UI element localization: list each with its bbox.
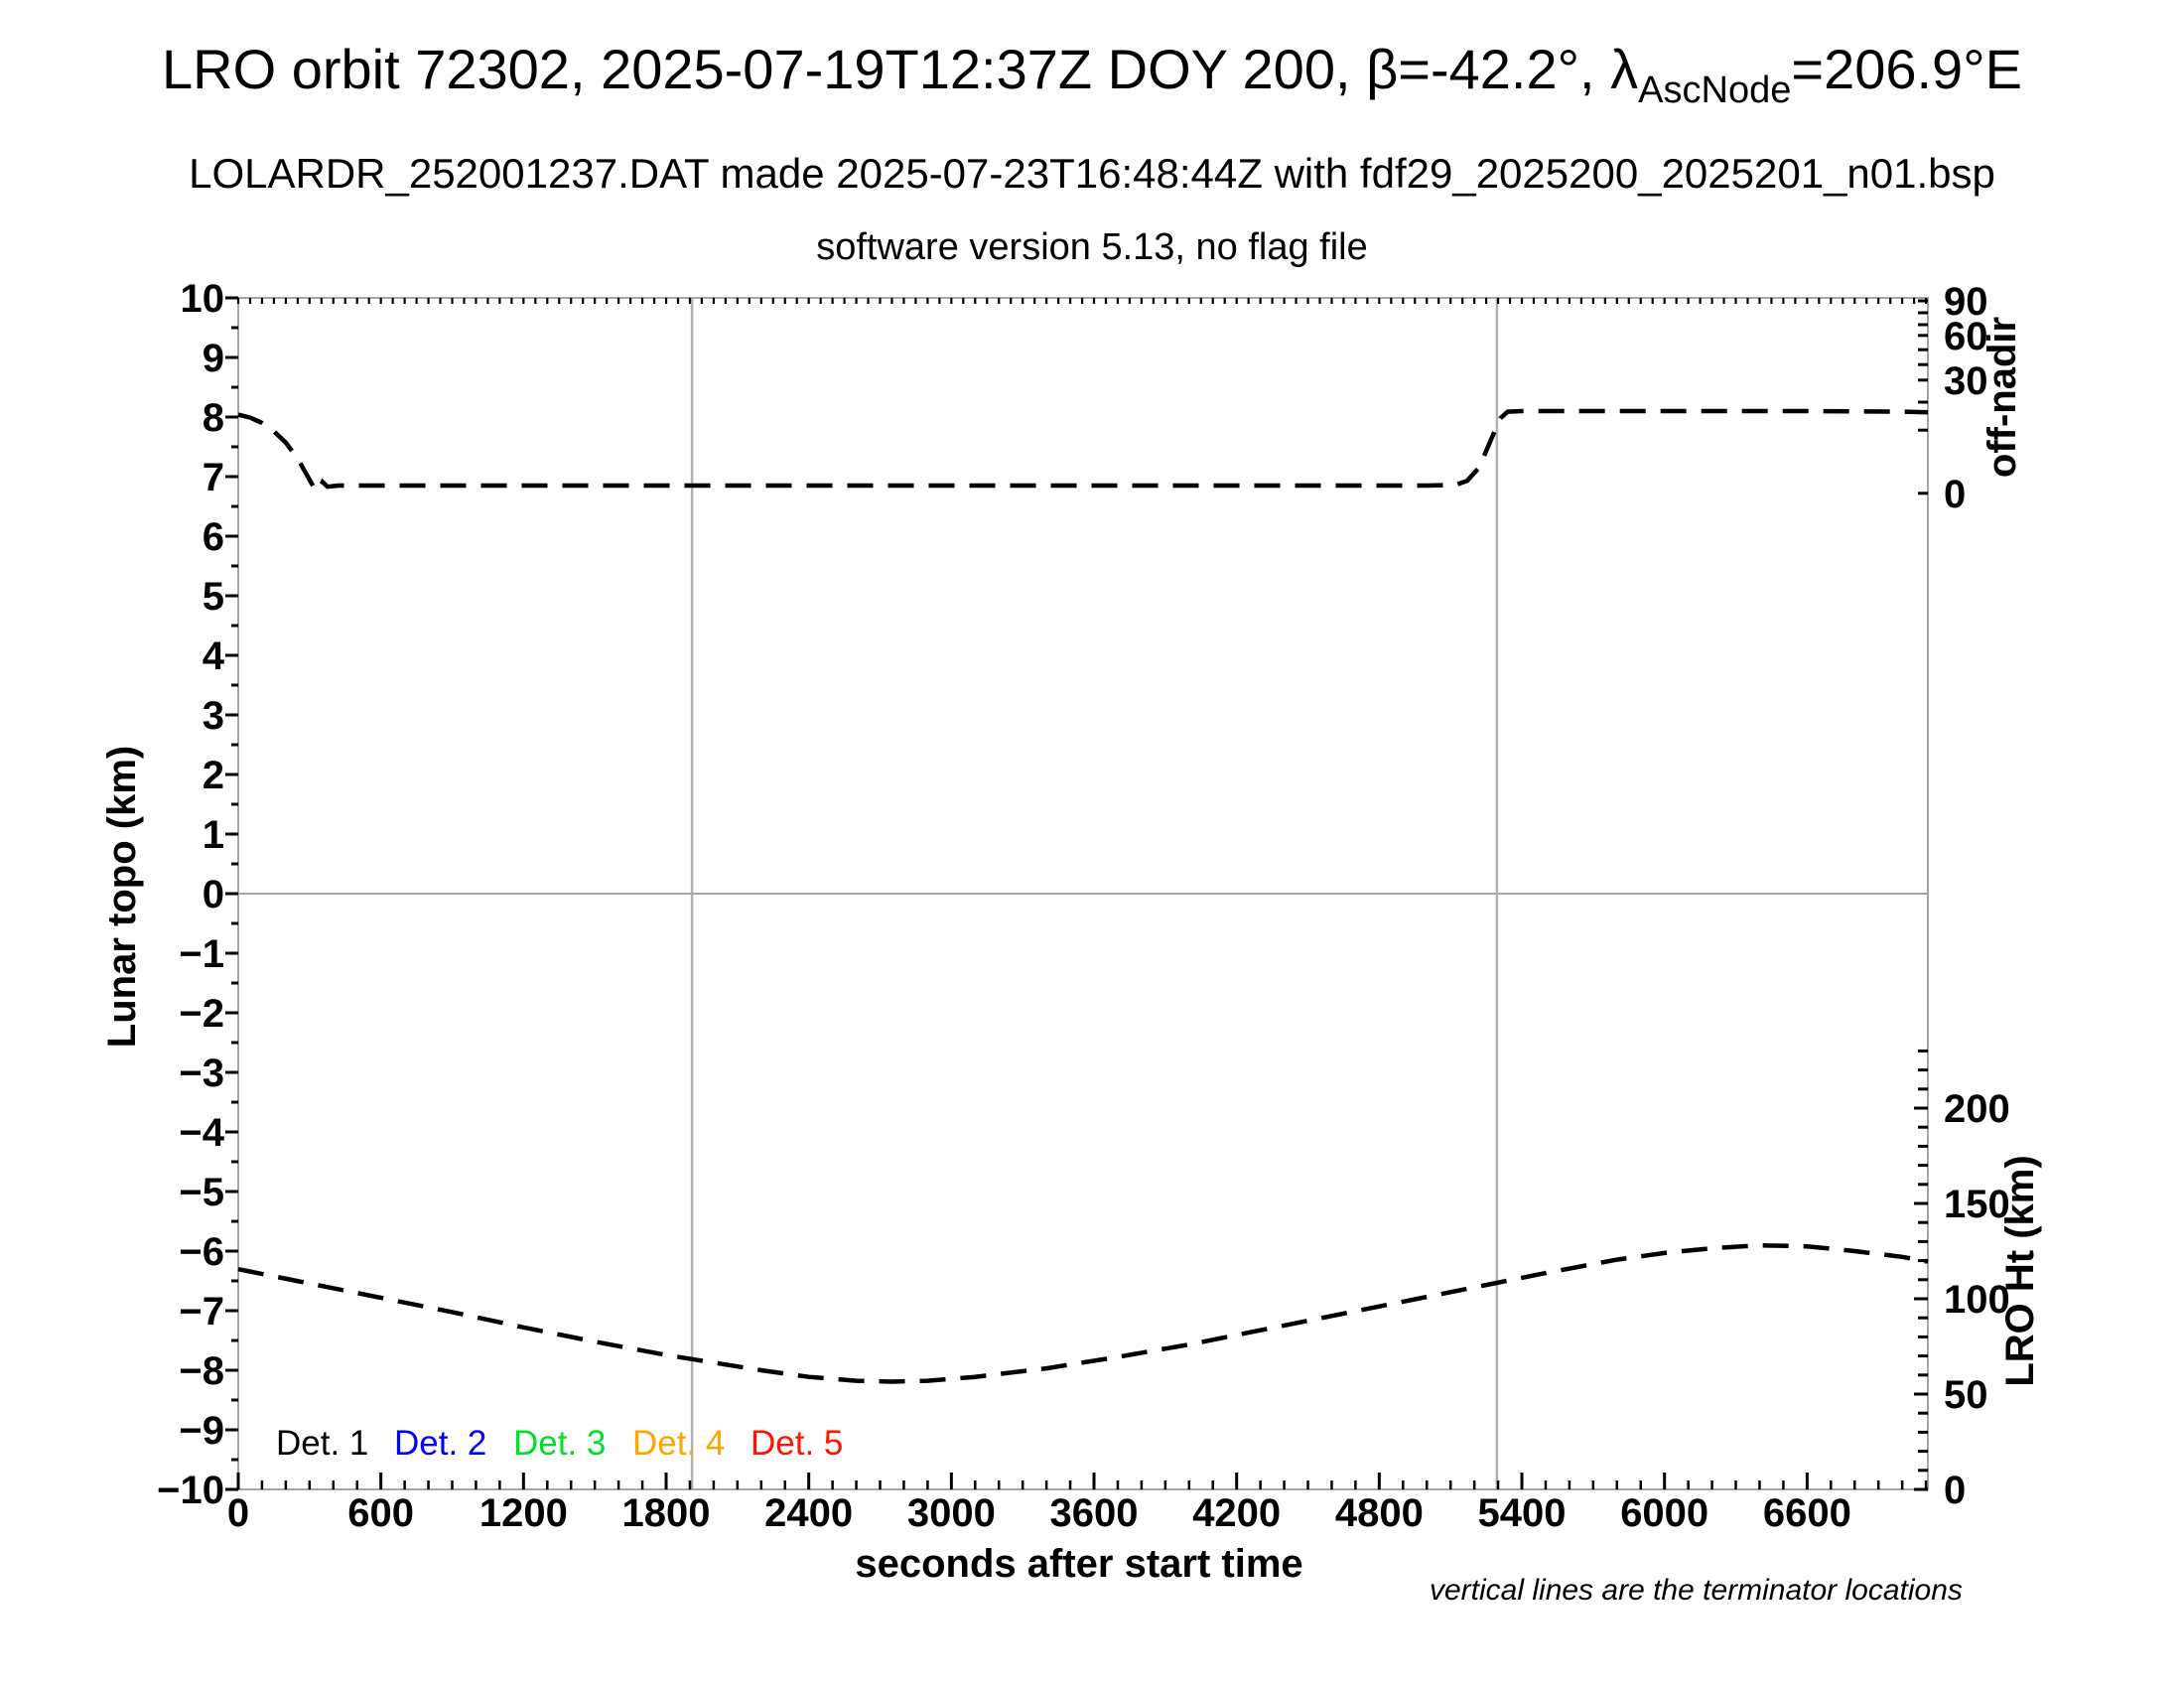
y-tick-label: 7 [203, 456, 224, 499]
x-tick-label: 5400 [1478, 1491, 1567, 1535]
y-tick-label: 2 [203, 754, 224, 797]
lroht-axis-title: LRO Ht (km) [1998, 1155, 2042, 1386]
x-tick-label: 6600 [1763, 1491, 1851, 1535]
subtitle-version-line: software version 5.13, no flag file [816, 226, 1368, 268]
y-tick-label: −7 [179, 1290, 224, 1334]
x-tick-label: 3600 [1050, 1491, 1139, 1535]
title-subscript: AscNode [1638, 70, 1792, 111]
offnadir-tick-label: 60 [1944, 315, 1988, 358]
off-nadir-curve [237, 408, 1929, 495]
x-tick-label: 4200 [1192, 1491, 1281, 1535]
x-tick-label: 600 [347, 1491, 414, 1535]
lroht-tick-label: 150 [1944, 1183, 2010, 1226]
y-tick-label: 6 [203, 515, 224, 559]
offnadir-tick-label: 0 [1944, 473, 1966, 516]
legend-item-5: Det. 5 [751, 1424, 843, 1463]
y-tick-label: −8 [179, 1349, 224, 1393]
left-axis-title: Lunar topo (km) [100, 746, 144, 1048]
y-tick-label: 3 [203, 694, 224, 738]
legend-item-1: Det. 1 [276, 1424, 368, 1463]
title-suffix: =206.9°E [1791, 38, 2022, 100]
page-title: LRO orbit 72302, 2025-07-19T12:37Z DOY 2… [0, 38, 2184, 122]
lroht-tick-label: 50 [1944, 1373, 1988, 1417]
y-tick-label: −6 [179, 1230, 224, 1274]
y-tick-label: 5 [203, 575, 224, 619]
x-tick-label: 6000 [1620, 1491, 1708, 1535]
x-tick-label: 0 [227, 1491, 249, 1535]
y-tick-label: −10 [157, 1469, 224, 1512]
y-tick-label: −4 [179, 1111, 224, 1155]
y-tick-label: 8 [203, 396, 224, 440]
terminator-note: vertical lines are the terminator locati… [1430, 1574, 1963, 1607]
offnadir-tick-label: 30 [1944, 359, 1988, 403]
x-axis-title: seconds after start time [855, 1542, 1302, 1586]
y-tick-label: 9 [203, 337, 224, 380]
title-prefix: LRO orbit 72302, 2025-07-19T12:37Z DOY 2… [162, 38, 1639, 100]
y-tick-label: 0 [203, 873, 224, 916]
x-tick-label: 4800 [1335, 1491, 1424, 1535]
x-tick-label: 1200 [479, 1491, 568, 1535]
y-tick-label: −9 [179, 1409, 224, 1453]
y-tick-label: 4 [203, 634, 225, 678]
y-tick-label: −5 [179, 1171, 224, 1214]
y-tick-label: −3 [179, 1052, 224, 1095]
y-tick-label: 10 [181, 277, 225, 321]
legend-item-3: Det. 3 [513, 1424, 606, 1463]
offnadir-tick-label: 90 [1944, 280, 1988, 324]
lroht-tick-label: 200 [1944, 1087, 2010, 1131]
subtitle-file-line: LOLARDR_252001237.DAT made 2025-07-23T16… [189, 150, 1995, 197]
lroht-tick-label: 0 [1944, 1469, 1966, 1512]
lroht-tick-label: 100 [1944, 1278, 2010, 1322]
y-tick-label: −1 [179, 932, 224, 976]
x-tick-label: 2400 [764, 1491, 853, 1535]
y-tick-label: 1 [203, 813, 224, 857]
lro-height-curve [237, 1242, 1929, 1384]
x-tick-label: 3000 [907, 1491, 996, 1535]
legend-item-4: Det. 4 [632, 1424, 725, 1463]
y-tick-label: −2 [179, 992, 224, 1036]
legend-item-2: Det. 2 [394, 1424, 486, 1463]
x-tick-label: 1800 [622, 1491, 711, 1535]
offnadir-axis-title: off-nadir [1980, 317, 2024, 478]
